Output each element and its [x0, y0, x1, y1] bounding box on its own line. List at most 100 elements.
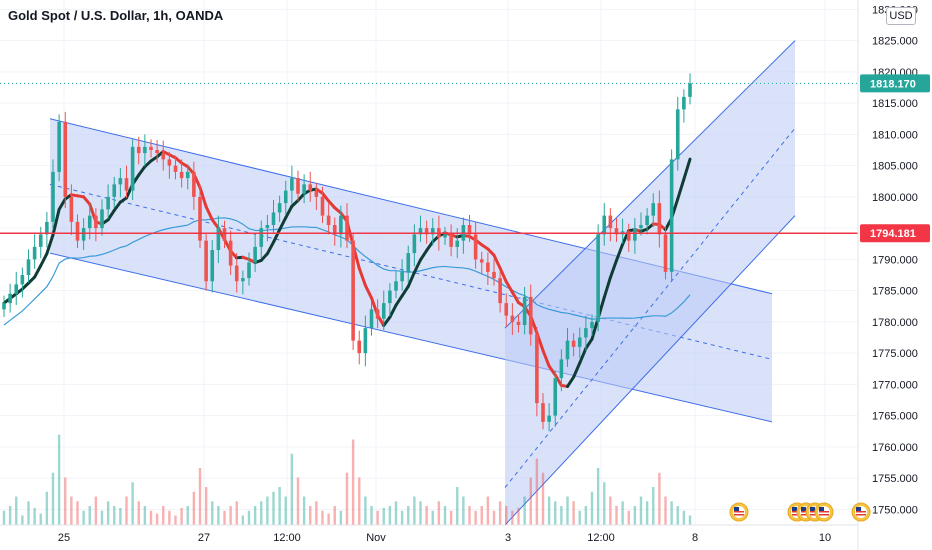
volume-bar — [652, 487, 655, 525]
candle — [657, 190, 662, 248]
candle-body — [492, 271, 496, 279]
candle — [584, 315, 588, 351]
candle-body — [118, 178, 123, 185]
volume-bar — [51, 472, 55, 525]
candle — [400, 259, 404, 291]
volume-bar — [480, 506, 483, 525]
volume-bar — [615, 506, 618, 525]
flag-canton — [856, 507, 861, 511]
candle-body — [559, 359, 564, 379]
candle-body — [326, 215, 331, 225]
volume-bar — [211, 501, 214, 525]
candle-body — [584, 328, 588, 338]
trend-segment — [82, 195, 92, 206]
volume-bar — [192, 491, 196, 525]
candle — [216, 215, 221, 264]
volume-bar — [143, 506, 147, 525]
volume-bar — [137, 501, 140, 525]
trend-segment — [272, 228, 282, 244]
y-tick-label: 1750.000 — [872, 504, 918, 516]
candle — [26, 249, 31, 283]
trend-segment — [504, 280, 514, 294]
volume-bar — [523, 496, 526, 525]
candle — [645, 208, 649, 235]
volume-bar — [492, 510, 496, 525]
volume-bar — [413, 496, 416, 525]
trend-segment — [510, 290, 520, 305]
candle-body — [216, 228, 221, 250]
volume-bar — [688, 515, 692, 525]
candle-body — [283, 190, 288, 204]
volume-bar — [578, 510, 581, 525]
flag-canton — [792, 507, 797, 511]
channel-ascending — [504, 40, 796, 526]
y-tick-label: 1810.000 — [872, 129, 918, 141]
candle-body — [14, 284, 19, 294]
candle-body — [498, 278, 502, 304]
candle — [32, 234, 37, 269]
candle — [418, 215, 423, 242]
volume-bar — [45, 491, 49, 525]
volume-bar — [119, 507, 122, 525]
candle — [124, 165, 129, 199]
candle-body — [418, 228, 423, 235]
candle-body — [412, 234, 417, 254]
volume-bar — [382, 507, 385, 525]
trend-segment — [51, 207, 61, 237]
candle — [118, 168, 123, 198]
candle — [51, 159, 55, 230]
candle — [247, 252, 251, 286]
candle-body — [406, 253, 411, 272]
event-flags — [729, 502, 871, 522]
flag-stripe — [856, 511, 866, 513]
flag-canton — [819, 507, 824, 511]
candle-body — [185, 171, 190, 179]
candle — [388, 283, 392, 317]
candle-body — [626, 231, 631, 241]
candle — [259, 220, 264, 259]
candle — [185, 164, 190, 190]
candle-body — [571, 340, 576, 347]
candle — [443, 226, 447, 245]
us-flag-icon[interactable] — [729, 502, 749, 522]
volume-bar — [560, 506, 563, 525]
volume-bar — [327, 513, 330, 525]
candle — [369, 301, 374, 336]
volume-bar — [174, 515, 177, 525]
candle-body — [277, 203, 282, 213]
trend-segment — [112, 200, 122, 212]
candle — [345, 203, 349, 249]
trend-segment — [566, 375, 576, 388]
us-flag-icon[interactable] — [851, 502, 871, 522]
candle-body — [443, 234, 447, 238]
candle — [45, 211, 49, 248]
flag-canton — [801, 507, 806, 511]
volume-bar — [260, 501, 263, 525]
volume-bar — [217, 506, 220, 525]
volume-bar — [505, 506, 508, 525]
trend-segment — [321, 191, 331, 203]
volume-bar — [456, 487, 459, 525]
volume-bar — [547, 496, 551, 525]
candle — [449, 224, 453, 257]
y-tick-label: 1815.000 — [872, 98, 918, 110]
volume-bar — [180, 507, 183, 525]
candle — [136, 136, 141, 165]
candle-body — [253, 246, 257, 263]
flag-stripe — [819, 514, 829, 516]
candle-body — [69, 196, 74, 222]
candle — [112, 176, 117, 209]
candle — [498, 270, 502, 313]
trend-segment — [198, 186, 208, 209]
volume-bar — [437, 501, 441, 525]
candle-body — [308, 184, 313, 191]
candle-body — [388, 290, 392, 304]
us-flag-icon[interactable] — [814, 502, 834, 522]
volume-bar — [204, 487, 208, 525]
trend-segment — [412, 258, 422, 274]
candle — [253, 234, 257, 272]
currency-button[interactable]: USD — [886, 7, 916, 25]
y-tick-label: 1825.000 — [872, 36, 918, 48]
